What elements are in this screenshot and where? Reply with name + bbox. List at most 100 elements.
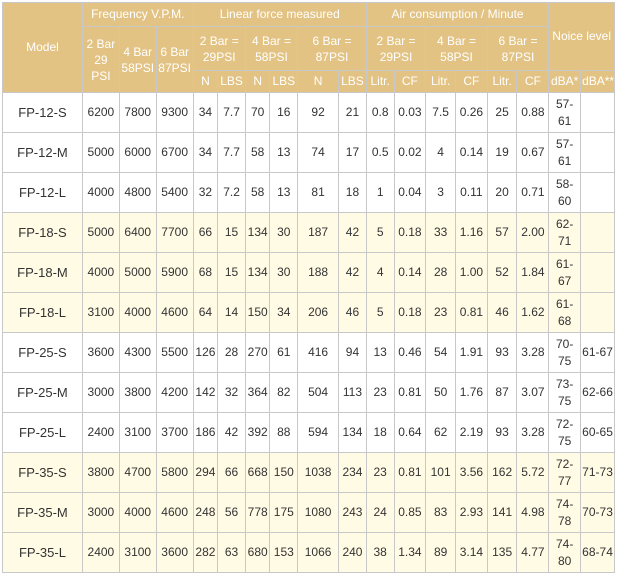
cell-air-cf-2bar: 0.81	[393, 452, 427, 493]
table-row: FP-35-M 3000 4000 4600 248 56 778 175 10…	[2, 492, 615, 533]
cell-air-cf-2bar: 0.18	[393, 292, 427, 333]
cell-air-litr-6bar: 57	[486, 212, 518, 253]
cell-dba-1: 61-68	[548, 292, 582, 333]
cell-freq-2bar: 5000	[81, 132, 120, 173]
cell-freq-6bar: 5500	[155, 332, 194, 373]
table-row: FP-12-M 5000 6000 6700 34 7.7 58 13 74 1…	[2, 132, 615, 173]
cell-force-lbs-4bar: 153	[269, 532, 299, 573]
header-air-consumption: Air consumption / Minute	[365, 2, 550, 27]
header-force-4bar: 4 Bar = 58PSI	[244, 26, 299, 71]
table-row: FP-18-L 3100 4000 4600 64 14 150 34 206 …	[2, 292, 615, 333]
cell-dba-2: 62-66	[580, 372, 615, 413]
cell-dba-1: 72-75	[548, 412, 582, 453]
cell-freq-4bar: 4300	[118, 332, 157, 373]
cell-force-lbs-4bar: 88	[269, 412, 299, 453]
cell-force-lbs-4bar: 175	[269, 492, 299, 533]
cell-force-n-4bar: 364	[244, 372, 271, 413]
cell-freq-4bar: 4700	[118, 452, 157, 493]
cell-dba-1: 62-71	[548, 212, 582, 253]
cell-air-cf-6bar: 0.71	[516, 172, 550, 213]
cell-model: FP-35-M	[2, 492, 83, 533]
cell-force-n-2bar: 34	[192, 92, 219, 133]
cell-air-litr-6bar: 87	[486, 372, 518, 413]
cell-freq-6bar: 7700	[155, 212, 194, 253]
unit-n-4bar: N	[244, 70, 271, 93]
unit-lbs-6bar: LBS	[338, 70, 367, 93]
cell-freq-6bar: 5400	[155, 172, 194, 213]
table-row: FP-25-L 2400 3100 3700 186 42 392 88 594…	[2, 412, 615, 453]
cell-force-lbs-4bar: 13	[269, 132, 299, 173]
cell-model: FP-25-M	[2, 372, 83, 413]
cell-air-cf-4bar: 1.16	[454, 212, 488, 253]
cell-air-litr-2bar: 0.8	[365, 92, 395, 133]
cell-air-litr-2bar: 5	[365, 212, 395, 253]
cell-air-cf-6bar: 3.28	[516, 412, 550, 453]
cell-air-cf-4bar: 2.93	[454, 492, 488, 533]
header-frequency: Frequency V.P.M.	[81, 2, 194, 27]
cell-freq-2bar: 3600	[81, 332, 120, 373]
cell-force-n-2bar: 186	[192, 412, 219, 453]
unit-cf-6bar: CF	[516, 70, 550, 93]
cell-air-litr-4bar: 101	[425, 452, 456, 493]
cell-force-n-6bar: 81	[297, 172, 340, 213]
unit-litr-2bar: Litr.	[365, 70, 395, 93]
cell-dba-2	[580, 92, 615, 133]
cell-freq-2bar: 3000	[81, 492, 120, 533]
unit-litr-4bar: Litr.	[425, 70, 456, 93]
cell-air-cf-4bar: 1.91	[454, 332, 488, 373]
cell-freq-2bar: 4000	[81, 172, 120, 213]
cell-air-cf-2bar: 0.85	[393, 492, 427, 533]
cell-air-cf-2bar: 0.64	[393, 412, 427, 453]
cell-dba-1: 61-67	[548, 252, 582, 293]
unit-lbs-4bar: LBS	[269, 70, 299, 93]
cell-model: FP-12-L	[2, 172, 83, 213]
cell-force-lbs-6bar: 18	[338, 172, 367, 213]
cell-freq-4bar: 3800	[118, 372, 157, 413]
cell-air-cf-4bar: 3.14	[454, 532, 488, 573]
cell-model: FP-12-M	[2, 132, 83, 173]
cell-dba-1: 57-61	[548, 92, 582, 133]
cell-freq-4bar: 6000	[118, 132, 157, 173]
cell-force-n-4bar: 58	[244, 172, 271, 213]
cell-force-lbs-2bar: 15	[217, 212, 246, 253]
cell-air-litr-4bar: 7.5	[425, 92, 456, 133]
cell-force-n-2bar: 34	[192, 132, 219, 173]
cell-force-lbs-6bar: 42	[338, 212, 367, 253]
cell-force-lbs-4bar: 34	[269, 292, 299, 333]
cell-force-lbs-4bar: 13	[269, 172, 299, 213]
cell-force-n-2bar: 282	[192, 532, 219, 573]
cell-force-lbs-2bar: 7.2	[217, 172, 246, 213]
cell-air-cf-6bar: 0.88	[516, 92, 550, 133]
cell-force-n-6bar: 206	[297, 292, 340, 333]
cell-air-litr-6bar: 46	[486, 292, 518, 333]
table-row: FP-35-L 2400 3100 3600 282 63 680 153 10…	[2, 532, 615, 573]
cell-force-lbs-2bar: 42	[217, 412, 246, 453]
cell-freq-6bar: 9300	[155, 92, 194, 133]
header-air-2bar: 2 Bar = 29PSI	[365, 26, 427, 71]
cell-force-lbs-6bar: 113	[338, 372, 367, 413]
cell-force-n-2bar: 294	[192, 452, 219, 493]
header-force-2bar: 2 Bar = 29PSI	[192, 26, 246, 71]
cell-force-lbs-4bar: 30	[269, 212, 299, 253]
cell-air-litr-6bar: 135	[486, 532, 518, 573]
cell-force-lbs-6bar: 17	[338, 132, 367, 173]
cell-air-cf-2bar: 0.46	[393, 332, 427, 373]
cell-air-litr-6bar: 52	[486, 252, 518, 293]
cell-air-litr-6bar: 93	[486, 332, 518, 373]
cell-air-cf-4bar: 0.14	[454, 132, 488, 173]
cell-air-litr-2bar: 24	[365, 492, 395, 533]
cell-force-n-2bar: 248	[192, 492, 219, 533]
cell-air-cf-6bar: 4.98	[516, 492, 550, 533]
cell-force-n-2bar: 126	[192, 332, 219, 373]
unit-dba-2: dBA**	[580, 70, 615, 93]
cell-force-n-2bar: 32	[192, 172, 219, 213]
cell-dba-1: 74-80	[548, 532, 582, 573]
cell-force-lbs-2bar: 7.7	[217, 92, 246, 133]
cell-dba-2: 70-73	[580, 492, 615, 533]
cell-freq-6bar: 5800	[155, 452, 194, 493]
cell-air-litr-4bar: 3	[425, 172, 456, 213]
cell-freq-2bar: 4000	[81, 252, 120, 293]
cell-freq-4bar: 4800	[118, 172, 157, 213]
cell-air-litr-2bar: 0.5	[365, 132, 395, 173]
cell-force-n-4bar: 680	[244, 532, 271, 573]
